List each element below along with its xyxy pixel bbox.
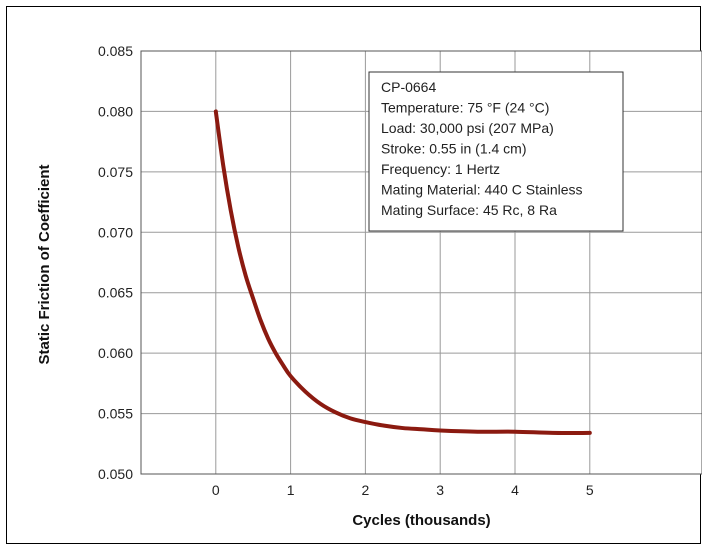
x-tick-label: 0	[212, 482, 220, 498]
annotation-line: Temperature: 75 °F (24 °C)	[381, 100, 549, 116]
x-tick-label: 2	[362, 482, 370, 498]
annotation-line: Mating Surface: 45 Rc, 8 Ra	[381, 202, 557, 218]
y-tick-label: 0.060	[98, 345, 133, 361]
chart-frame: 0.050 0.055 0.060 0.065 0.070 0.075 0.080 0.085…	[6, 6, 702, 544]
y-tick-label: 0.050	[98, 466, 133, 482]
annotation-line: CP-0664	[381, 79, 436, 95]
y-tick-label: 0.085	[98, 43, 133, 59]
x-axis-title: Cycles (thousands)	[352, 512, 490, 529]
y-tick-label: 0.065	[98, 285, 133, 301]
plot-border	[140, 50, 702, 475]
y-tick-label: 0.075	[98, 164, 133, 180]
y-axis-title: Static Friction of Coefficient	[36, 164, 53, 364]
series-line	[213, 109, 592, 435]
annotation-line: Frequency: 1 Hertz	[381, 161, 500, 177]
series-layer	[213, 109, 592, 435]
annotation-line: Load: 30,000 psi (207 MPa)	[381, 120, 554, 136]
chart-canvas: 0.050 0.055 0.060 0.065 0.070 0.075 0.080 0.085…	[36, 43, 702, 529]
y-tick-label: 0.055	[98, 406, 133, 422]
x-tick-label: 3	[436, 482, 444, 498]
x-tick-label: 5	[586, 482, 594, 498]
tick-labels: 0.050 0.055 0.060 0.065 0.070 0.075 0.080 0.085…	[98, 43, 594, 498]
x-tick-label: 1	[287, 482, 295, 498]
grid	[141, 51, 702, 474]
y-tick-label: 0.070	[98, 224, 133, 240]
x-tick-label: 4	[511, 482, 519, 498]
annotation-border	[368, 71, 624, 232]
annotation-box: CP-0664 Temperature: 75 °F (24 °C) Load: 3…	[368, 71, 624, 232]
y-tick-label: 0.080	[98, 103, 133, 119]
annotation-line: Mating Material: 440 C Stainless	[381, 182, 583, 198]
annotation-line: Stroke: 0.55 in (1.4 cm)	[381, 141, 527, 157]
